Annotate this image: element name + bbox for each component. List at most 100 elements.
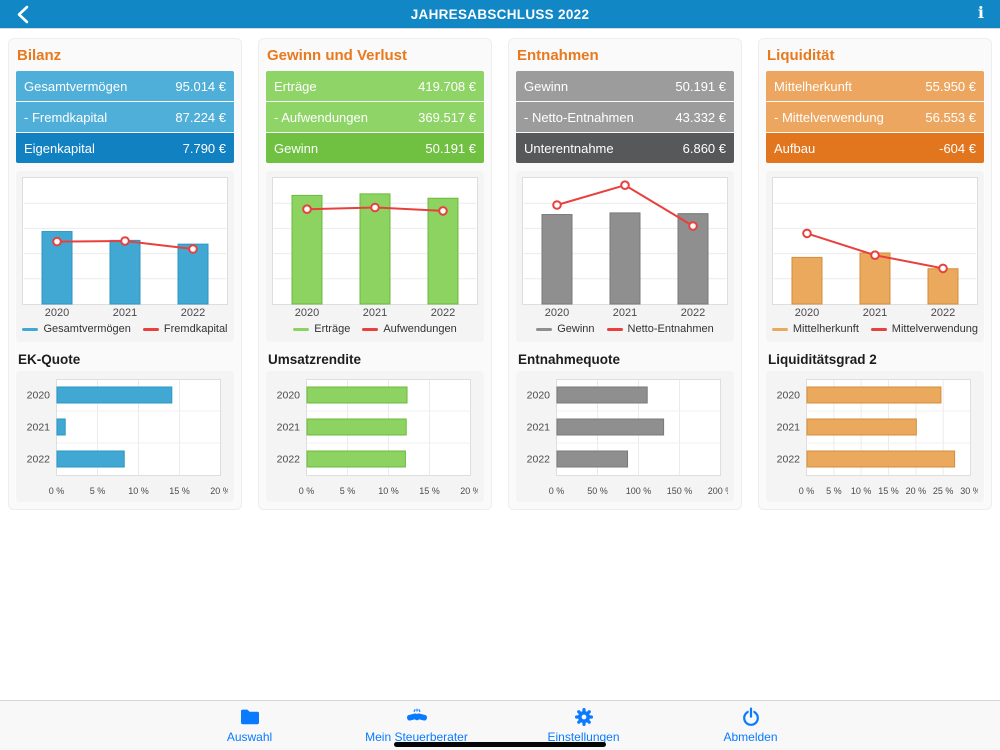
table-row: Unterentnahme 6.860 € (516, 133, 734, 163)
ratio-chart-title: Liquiditätsgrad 2 (768, 352, 877, 367)
value-table: Gewinn 50.191 € - Netto-Entnahmen 43.332… (516, 71, 734, 163)
info-button[interactable]: i (977, 3, 984, 22)
svg-text:100 %: 100 % (626, 486, 652, 496)
svg-text:20 %: 20 % (210, 486, 228, 496)
legend-bar-dash (772, 327, 788, 331)
tab-abmelden[interactable]: Abmelden (667, 701, 834, 750)
legend-bar-label: Erträge (314, 323, 351, 335)
svg-text:30 %: 30 % (960, 486, 978, 496)
chart-legend: Gesamtvermögen Fremdkapital (22, 319, 228, 339)
row-value: 7.790 € (182, 140, 226, 156)
legend-bar-dash (536, 327, 553, 331)
ratio-chart-title: Umsatzrendite (268, 352, 362, 367)
ratio-chart-title: EK-Quote (18, 352, 81, 367)
legend-line-dash (362, 327, 379, 331)
row-value: 419.708 € (418, 78, 476, 94)
row-label: Gesamtvermögen (24, 78, 128, 94)
gear-icon (574, 706, 594, 728)
row-value: 6.860 € (682, 140, 726, 156)
chevron-left-icon (17, 5, 29, 24)
tab-label: Mein Steuerberater (365, 730, 468, 744)
svg-text:2021: 2021 (113, 307, 137, 319)
svg-text:2020: 2020 (545, 307, 569, 319)
folder-icon (239, 706, 261, 728)
combo-chart-panel: 2020 2021 2022 Gesamtvermögen Fremdkapital (16, 171, 234, 342)
table-row: Aufbau -604 € (766, 133, 984, 163)
svg-text:2021: 2021 (863, 307, 887, 319)
tab-mein-steuerberater[interactable]: Mein Steuerberater (333, 701, 500, 750)
combo-chart-panel: 2020 2021 2022 Gewinn Netto-Entnahmen (516, 171, 734, 342)
svg-text:2022: 2022 (181, 307, 205, 319)
legend-bar-dash (293, 327, 310, 331)
home-indicator[interactable] (394, 741, 606, 747)
row-value: 95.014 € (175, 78, 226, 94)
combo-chart: 2020 2021 2022 (522, 177, 728, 319)
table-row: - Fremdkapital 87.224 € (16, 102, 234, 132)
table-row: - Mittelverwendung 56.553 € (766, 102, 984, 132)
row-label: Mittelherkunft (774, 78, 853, 94)
svg-text:2021: 2021 (527, 422, 551, 434)
chart-legend: Gewinn Netto-Entnahmen (522, 319, 728, 339)
row-label: Gewinn (274, 140, 319, 156)
power-icon (741, 706, 761, 728)
card-title: Entnahmen (517, 47, 599, 64)
svg-text:2020: 2020 (527, 390, 551, 402)
row-label: Unterentnahme (524, 140, 614, 156)
svg-text:0 %: 0 % (799, 486, 815, 496)
svg-text:25 %: 25 % (933, 486, 954, 496)
svg-text:150 %: 150 % (667, 486, 693, 496)
row-label: Gewinn (524, 78, 569, 94)
row-value: 43.332 € (675, 109, 726, 125)
tab-einstellungen[interactable]: Einstellungen (500, 701, 667, 750)
svg-text:2022: 2022 (431, 307, 455, 319)
svg-text:2021: 2021 (613, 307, 637, 319)
row-value: 50.191 € (425, 140, 476, 156)
ratio-chart: 0 % 50 % 100 % 150 % 200 % 2020 2021 2022 (527, 379, 728, 496)
svg-text:5 %: 5 % (90, 486, 106, 496)
card-title: Liquidität (767, 47, 835, 64)
svg-text:2021: 2021 (27, 422, 51, 434)
row-label: - Mittelverwendung (774, 109, 884, 125)
tab-label: Einstellungen (547, 730, 620, 744)
svg-text:2022: 2022 (277, 454, 301, 466)
chart-legend: Erträge Aufwendungen (272, 319, 478, 339)
combo-chart-panel: 2020 2021 2022 Erträge Aufwendungen (266, 171, 484, 342)
ratio-chart: 0 % 5 % 10 % 15 % 20 % 25 % 30 % 2020 2021 2022 (777, 379, 978, 496)
legend-bar-label: Gesamtvermögen (43, 323, 131, 335)
handshake-icon (405, 706, 429, 728)
combo-chart: 2020 2021 2022 (272, 177, 478, 319)
legend-line-label: Mittelverwendung (891, 323, 978, 335)
legend-bar-label: Mittelherkunft (792, 323, 859, 335)
svg-text:2020: 2020 (27, 390, 51, 402)
tab-auswahl[interactable]: Auswahl (166, 701, 333, 750)
combo-chart: 2020 2021 2022 (772, 177, 978, 319)
row-label: Eigenkapital (24, 140, 95, 156)
row-label: - Netto-Entnahmen (524, 109, 634, 125)
svg-text:0 %: 0 % (49, 486, 65, 496)
row-value: 87.224 € (175, 109, 226, 125)
value-table: Gesamtvermögen 95.014 € - Fremdkapital 8… (16, 71, 234, 163)
table-row: - Aufwendungen 369.517 € (266, 102, 484, 132)
svg-text:2020: 2020 (777, 390, 801, 402)
svg-text:2020: 2020 (45, 307, 69, 319)
ratio-chart-title: Entnahmequote (518, 352, 621, 367)
row-value: 55.950 € (925, 78, 976, 94)
row-label: Erträge (274, 78, 317, 94)
svg-text:2021: 2021 (363, 307, 387, 319)
svg-text:0 %: 0 % (299, 486, 315, 496)
back-button[interactable] (16, 5, 30, 24)
table-row: Gesamtvermögen 95.014 € (16, 71, 234, 101)
legend-line-dash (870, 327, 887, 331)
svg-text:20 %: 20 % (460, 486, 478, 496)
legend-line-dash (606, 327, 623, 331)
svg-text:15 %: 15 % (878, 486, 899, 496)
svg-text:0 %: 0 % (549, 486, 565, 496)
chart-legend: Mittelherkunft Mittelverwendung (772, 319, 978, 339)
svg-text:2022: 2022 (27, 454, 51, 466)
legend-line-label: Netto-Entnahmen (627, 323, 714, 335)
svg-text:5 %: 5 % (340, 486, 356, 496)
card-entnahmen: Entnahmen Gewinn 50.191 € - Netto-Entnah… (508, 38, 742, 510)
table-row: Gewinn 50.191 € (266, 133, 484, 163)
svg-text:2022: 2022 (681, 307, 705, 319)
